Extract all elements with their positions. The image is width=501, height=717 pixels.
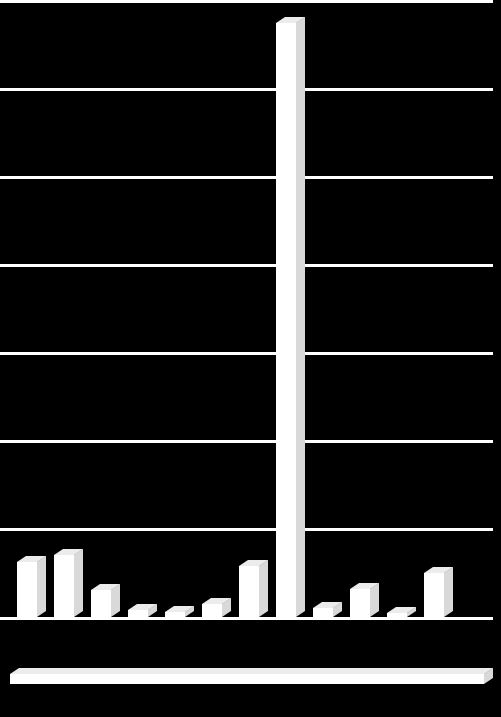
platform-face [10,674,484,684]
bar-side [444,567,453,617]
bar [165,612,185,617]
bar [128,610,148,617]
bar [239,566,259,617]
gridline [0,617,493,620]
bar [54,555,74,617]
bar [424,573,444,617]
bar [387,613,407,617]
bar-side [259,560,268,617]
gridline [0,528,493,531]
bar [91,590,111,617]
gridline [0,440,493,443]
bar-side [296,17,305,617]
bar [276,23,296,617]
bar [17,562,37,617]
bar [202,604,222,617]
gridline [0,88,493,91]
bar-chart [0,0,501,717]
gridline [0,352,493,355]
bar-side [37,556,46,617]
gridline [0,264,493,267]
bar [313,608,333,617]
gridline [0,0,493,3]
gridline [0,176,493,179]
bar [350,589,370,617]
bar-side [74,549,83,617]
